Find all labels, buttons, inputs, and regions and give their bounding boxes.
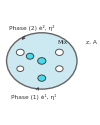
- Circle shape: [17, 66, 24, 71]
- Circle shape: [56, 66, 63, 72]
- Circle shape: [26, 53, 34, 59]
- Circle shape: [16, 49, 24, 56]
- Text: Phase (1) ė¹, η¹: Phase (1) ė¹, η¹: [11, 88, 57, 100]
- Circle shape: [38, 58, 46, 64]
- Text: Phase (2) ė², η²: Phase (2) ė², η²: [8, 25, 54, 39]
- Text: z, A: z, A: [86, 40, 97, 45]
- Circle shape: [56, 49, 63, 56]
- Circle shape: [38, 75, 46, 81]
- Text: Mix: Mix: [57, 40, 67, 45]
- Circle shape: [7, 33, 77, 89]
